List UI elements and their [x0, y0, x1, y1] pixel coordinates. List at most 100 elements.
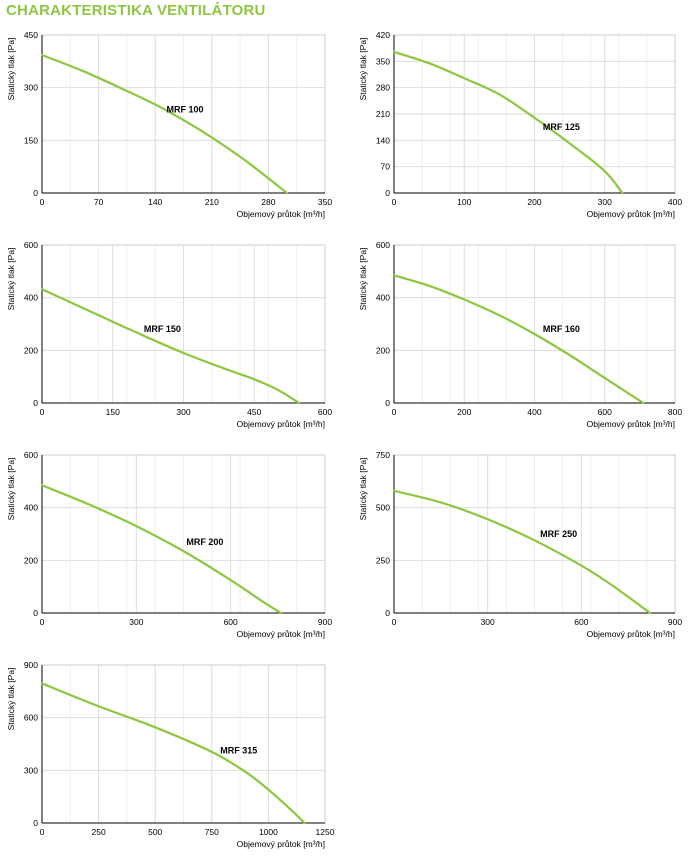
- x-tick-label: 280: [261, 197, 275, 207]
- series-curve: [392, 50, 624, 195]
- y-tick-label: 0: [33, 608, 38, 618]
- chart-4: 0 200 400 600 800 0 200 400 600 Objemový průtok […: [358, 240, 682, 429]
- series-label: MRF 315: [220, 745, 257, 755]
- x-tick-label: 450: [247, 407, 261, 417]
- x-tick-label: 0: [392, 617, 397, 627]
- series-curve: [40, 288, 301, 405]
- series-curve: [392, 274, 645, 405]
- y-axis-label: Statický tlak [Pa]: [6, 458, 16, 521]
- y-axis-label: Statický tlak [Pa]: [6, 38, 16, 101]
- x-axis-label: Objemový průtok [m³/h]: [587, 629, 675, 639]
- y-tick-label: 150: [24, 135, 38, 145]
- y-axis-label: Statický tlak [Pa]: [358, 458, 368, 521]
- y-tick-label: 600: [24, 450, 38, 460]
- x-tick-label: 250: [92, 827, 106, 837]
- y-tick-label: 0: [385, 188, 390, 198]
- x-tick-label: 300: [598, 197, 612, 207]
- y-tick-label: 600: [376, 240, 390, 250]
- x-tick-label: 350: [318, 197, 332, 207]
- x-tick-label: 300: [129, 617, 143, 627]
- y-axis-label: Statický tlak [Pa]: [6, 668, 16, 731]
- x-tick-label: 500: [148, 827, 162, 837]
- page-title: CHARAKTERISTIKA VENTILÁTORU: [6, 2, 266, 19]
- y-axis-label: Statický tlak [Pa]: [6, 248, 16, 311]
- x-tick-label: 600: [574, 617, 588, 627]
- y-tick-label: 280: [376, 83, 390, 93]
- y-tick-label: 250: [376, 555, 390, 565]
- x-tick-label: 400: [668, 197, 682, 207]
- y-tick-label: 200: [376, 345, 390, 355]
- x-tick-label: 70: [94, 197, 104, 207]
- y-tick-label: 0: [33, 188, 38, 198]
- y-tick-label: 210: [376, 109, 390, 119]
- y-tick-label: 300: [24, 83, 38, 93]
- x-tick-label: 1250: [316, 827, 335, 837]
- x-tick-label: 800: [668, 407, 682, 417]
- x-axis-label: Objemový průtok [m³/h]: [237, 419, 325, 429]
- x-tick-label: 300: [481, 617, 495, 627]
- x-tick-label: 100: [457, 197, 471, 207]
- y-tick-label: 70: [381, 162, 391, 172]
- x-tick-label: 210: [205, 197, 219, 207]
- y-axis-label: Statický tlak [Pa]: [358, 38, 368, 101]
- x-tick-label: 750: [205, 827, 219, 837]
- chart-5: 0 300 600 900 0 200 400 600 Objemový průtok [m³/…: [6, 450, 332, 639]
- x-axis-label: Objemový průtok [m³/h]: [587, 209, 675, 219]
- series-curve: [40, 682, 306, 825]
- x-tick-label: 900: [668, 617, 682, 627]
- x-tick-label: 0: [40, 197, 45, 207]
- series-curve: [40, 484, 283, 615]
- y-tick-label: 750: [376, 450, 390, 460]
- x-axis-label: Objemový průtok [m³/h]: [237, 209, 325, 219]
- series-curve: [40, 53, 289, 195]
- y-tick-label: 400: [24, 293, 38, 303]
- y-tick-label: 500: [376, 503, 390, 513]
- y-tick-label: 300: [24, 765, 38, 775]
- y-tick-label: 600: [24, 713, 38, 723]
- x-tick-label: 0: [40, 407, 45, 417]
- series-label: MRF 100: [167, 104, 204, 114]
- x-tick-label: 0: [392, 197, 397, 207]
- x-tick-label: 600: [224, 617, 238, 627]
- y-tick-label: 350: [376, 56, 390, 66]
- x-tick-label: 0: [40, 827, 45, 837]
- x-tick-label: 1000: [259, 827, 278, 837]
- y-tick-label: 0: [385, 398, 390, 408]
- chart-6: 0 300 600 900 0 250 500 750 Objemový průtok [m³/…: [358, 450, 682, 639]
- y-tick-label: 140: [376, 135, 390, 145]
- x-axis-label: Objemový průtok [m³/h]: [237, 839, 325, 849]
- series-curve: [392, 489, 652, 615]
- y-tick-label: 200: [24, 345, 38, 355]
- x-tick-label: 300: [176, 407, 190, 417]
- x-tick-label: 400: [527, 407, 541, 417]
- y-tick-label: 0: [33, 398, 38, 408]
- y-tick-label: 400: [24, 503, 38, 513]
- y-axis-label: Statický tlak [Pa]: [358, 248, 368, 311]
- series-label: MRF 250: [540, 529, 577, 539]
- series-label: MRF 150: [144, 324, 181, 334]
- x-tick-label: 900: [318, 617, 332, 627]
- x-tick-label: 0: [392, 407, 397, 417]
- y-tick-label: 420: [376, 30, 390, 40]
- series-label: MRF 200: [186, 537, 223, 547]
- y-tick-label: 600: [24, 240, 38, 250]
- x-tick-label: 140: [148, 197, 162, 207]
- x-tick-label: 150: [106, 407, 120, 417]
- x-axis-label: Objemový průtok [m³/h]: [587, 419, 675, 429]
- series-label: MRF 125: [543, 122, 580, 132]
- y-tick-label: 400: [376, 293, 390, 303]
- chart-1: 0 70 140 210 280 350 0 150 300 450 Objemový průtok…: [6, 30, 332, 219]
- x-tick-label: 200: [457, 407, 471, 417]
- y-tick-label: 0: [33, 818, 38, 828]
- x-tick-label: 0: [40, 617, 45, 627]
- chart-3: 0 150 300 450 600 0 200 400 600 Objemový průtok […: [6, 240, 332, 429]
- y-tick-label: 0: [385, 608, 390, 618]
- x-tick-label: 600: [318, 407, 332, 417]
- chart-2: 0 100 200 300 400 0 70 140 210 280 350 420 Objemový …: [358, 30, 682, 219]
- x-axis-label: Objemový průtok [m³/h]: [237, 629, 325, 639]
- y-tick-label: 900: [24, 660, 38, 670]
- y-tick-label: 200: [24, 555, 38, 565]
- chart-7: 0 250 500 750 1000 1250 0 300 600 900 Objemový prů…: [6, 660, 335, 849]
- x-tick-label: 600: [598, 407, 612, 417]
